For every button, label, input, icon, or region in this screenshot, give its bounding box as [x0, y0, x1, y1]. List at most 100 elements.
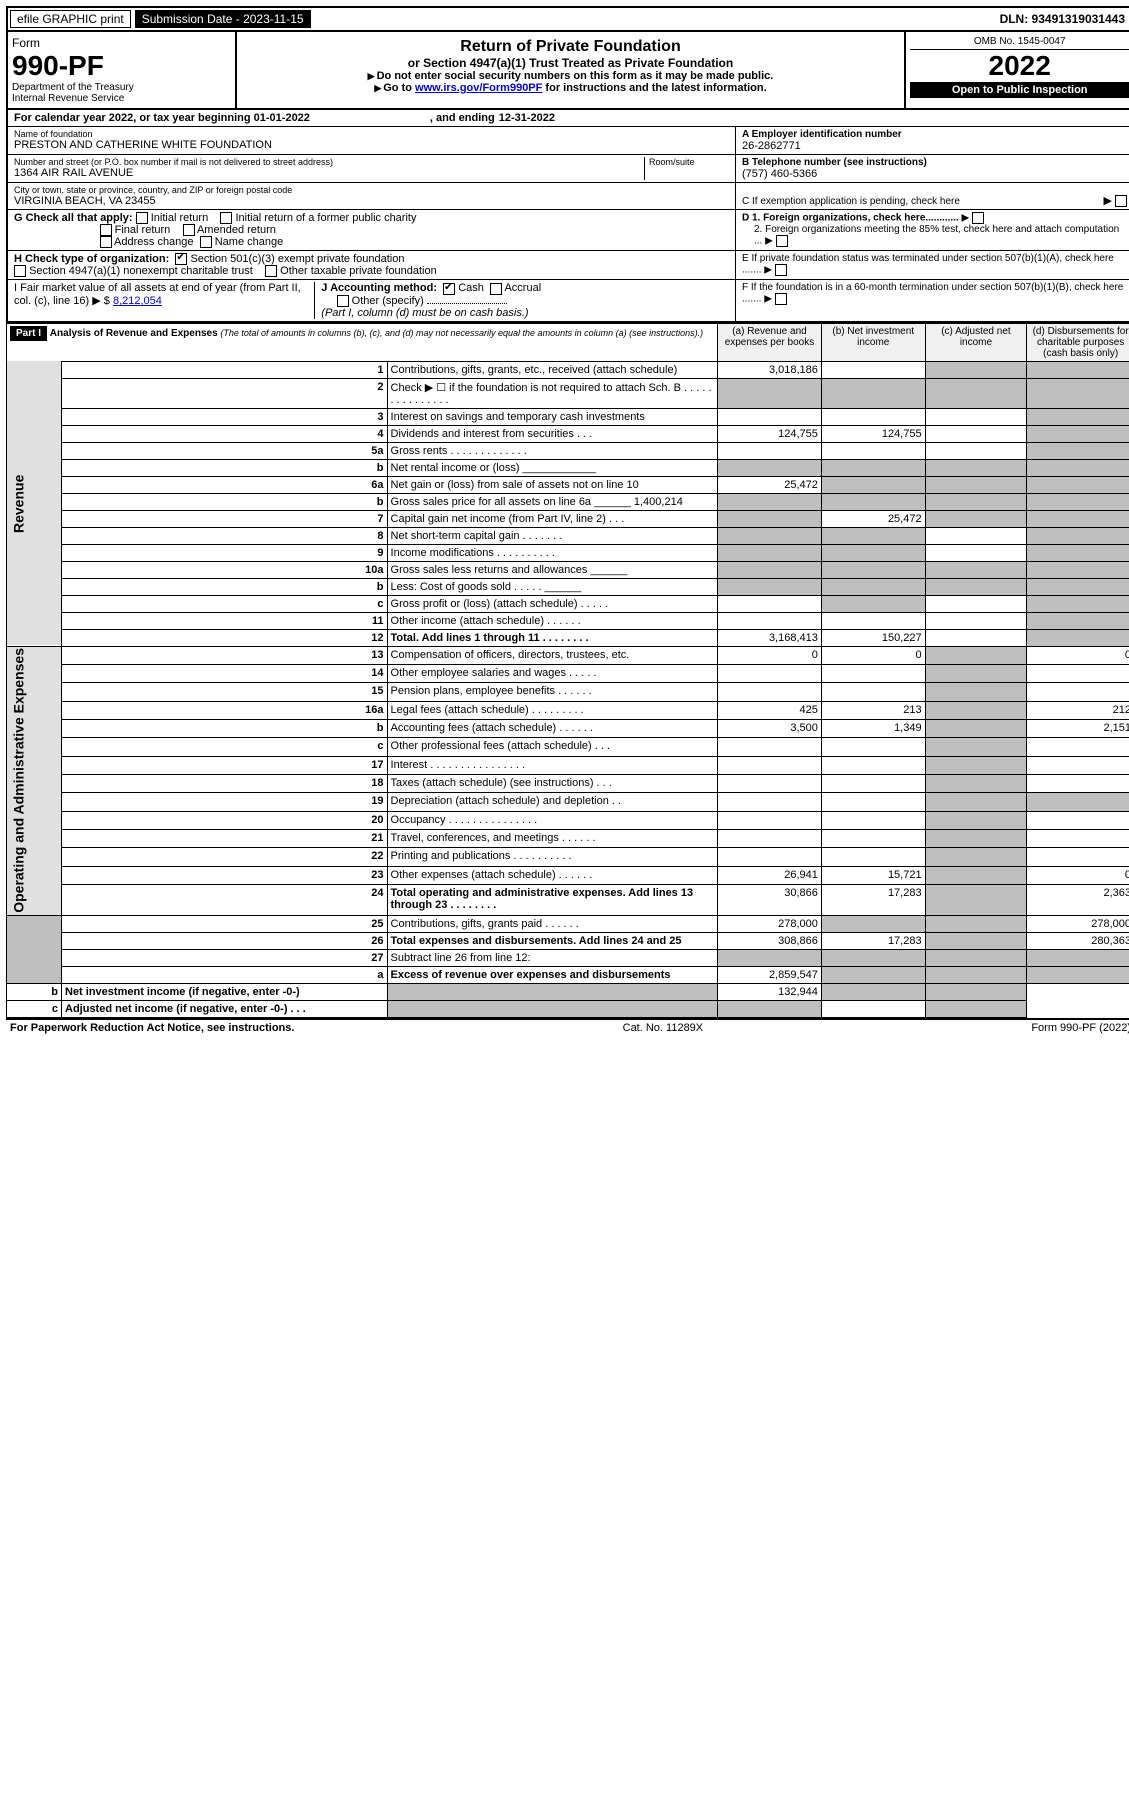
- line-description: Other income (attach schedule) . . . . .…: [387, 612, 718, 629]
- amount-cell: [925, 629, 1027, 646]
- amount-cell: [718, 510, 822, 527]
- room-suite-label: Room/suite: [644, 157, 729, 180]
- c-exemption-label: C If exemption application is pending, c…: [742, 196, 960, 207]
- line-number: 18: [62, 775, 388, 793]
- amount-cell: [1027, 950, 1129, 967]
- amount-cell: [821, 738, 925, 756]
- f-label: F If the foundation is in a 60-month ter…: [742, 282, 1123, 305]
- amount-cell: [1027, 510, 1129, 527]
- goto-pre: Go to: [374, 82, 415, 94]
- line-number: 3: [62, 408, 388, 425]
- f-cb[interactable]: [775, 293, 787, 305]
- line-description: Gross profit or (loss) (attach schedule)…: [387, 595, 718, 612]
- part1-sub: (The total of amounts in columns (b), (c…: [220, 328, 703, 338]
- amount-cell: [718, 578, 822, 595]
- cash-basis-note: (Part I, column (d) must be on cash basi…: [321, 307, 528, 319]
- line-description: Taxes (attach schedule) (see instruction…: [387, 775, 718, 793]
- d2-cb[interactable]: [776, 235, 788, 247]
- amount-cell: [821, 793, 925, 811]
- other-method-cb[interactable]: [337, 295, 349, 307]
- line-description: Compensation of officers, directors, tru…: [387, 646, 718, 664]
- d1-cb[interactable]: [972, 212, 984, 224]
- amount-cell: [718, 527, 822, 544]
- amount-cell: [925, 683, 1027, 701]
- form-title: Return of Private Foundation: [243, 38, 899, 56]
- line-number: 1: [62, 361, 388, 378]
- name-change-cb[interactable]: [200, 236, 212, 248]
- amount-cell: [1027, 378, 1129, 408]
- line-description: Excess of revenue over expenses and disb…: [387, 967, 718, 984]
- line-number: a: [62, 967, 388, 984]
- amount-cell: 25,472: [821, 510, 925, 527]
- fmv-link[interactable]: 8,212,054: [113, 295, 162, 307]
- line-number: 26: [62, 933, 388, 950]
- amount-cell: 3,168,413: [718, 629, 822, 646]
- initial-return-label: Initial return: [151, 212, 208, 224]
- line-description: Net rental income or (loss) ____________: [387, 459, 718, 476]
- line-description: Pension plans, employee benefits . . . .…: [387, 683, 718, 701]
- ending-label: , and ending: [430, 112, 495, 124]
- amount-cell: 425: [718, 701, 822, 719]
- amount-cell: [821, 830, 925, 848]
- amount-cell: [925, 578, 1027, 595]
- cash-cb[interactable]: [443, 283, 455, 295]
- amount-cell: [821, 950, 925, 967]
- line-number: b: [62, 459, 388, 476]
- other-taxable-label: Other taxable private foundation: [280, 265, 437, 277]
- amount-cell: [821, 811, 925, 829]
- amount-cell: [718, 561, 822, 578]
- other-taxable-cb[interactable]: [265, 265, 277, 277]
- amount-cell: [821, 612, 925, 629]
- amount-cell: 280,363: [1027, 933, 1129, 950]
- amount-cell: [925, 756, 1027, 774]
- addr-change-label: Address change: [114, 236, 194, 248]
- amount-cell: 17,283: [821, 885, 925, 916]
- amount-cell: [925, 950, 1027, 967]
- dept-treasury: Department of the Treasury: [12, 82, 231, 93]
- accrual-cb[interactable]: [490, 283, 502, 295]
- amount-cell: 124,755: [718, 425, 822, 442]
- amount-cell: [1027, 612, 1129, 629]
- initial-return-cb[interactable]: [136, 212, 148, 224]
- cash-label: Cash: [458, 282, 484, 294]
- amount-cell: [718, 811, 822, 829]
- amount-cell: [925, 510, 1027, 527]
- h-label: H Check type of organization:: [14, 253, 169, 265]
- omb-number: OMB No. 1545-0047: [910, 36, 1129, 50]
- form-ref: Form 990-PF (2022): [1031, 1022, 1129, 1034]
- amount-cell: [1027, 775, 1129, 793]
- addr-change-cb[interactable]: [100, 236, 112, 248]
- initial-former-cb[interactable]: [220, 212, 232, 224]
- header-top-bar: efile GRAPHIC print Submission Date - 20…: [8, 8, 1129, 30]
- d1-label: D 1. Foreign organizations, check here..…: [742, 213, 959, 224]
- amended-cb[interactable]: [183, 224, 195, 236]
- line-description: Gross rents . . . . . . . . . . . . .: [387, 442, 718, 459]
- line-number: 15: [62, 683, 388, 701]
- amount-cell: [387, 1001, 718, 1018]
- ein-label: A Employer identification number: [742, 129, 1127, 140]
- line-description: Contributions, gifts, grants paid . . . …: [387, 916, 718, 933]
- amount-cell: [718, 459, 822, 476]
- amount-cell: 17,283: [821, 933, 925, 950]
- line-number: 14: [62, 665, 388, 683]
- amount-cell: [718, 683, 822, 701]
- line-description: Travel, conferences, and meetings . . . …: [387, 830, 718, 848]
- amount-cell: [1027, 665, 1129, 683]
- amount-cell: [821, 683, 925, 701]
- col-c-header: (c) Adjusted net income: [925, 323, 1027, 361]
- amount-cell: 2,859,547: [718, 967, 822, 984]
- line-description: Depreciation (attach schedule) and deple…: [387, 793, 718, 811]
- j-label: J Accounting method:: [321, 282, 437, 294]
- irs: Internal Revenue Service: [12, 93, 231, 104]
- amount-cell: 212: [1027, 701, 1129, 719]
- c-checkbox[interactable]: [1115, 195, 1127, 207]
- e-cb[interactable]: [775, 264, 787, 276]
- final-return-cb[interactable]: [100, 224, 112, 236]
- calendar-year-text: For calendar year 2022, or tax year begi…: [14, 112, 310, 124]
- form990pf-link[interactable]: www.irs.gov/Form990PF: [415, 82, 542, 94]
- 501c3-cb[interactable]: [175, 253, 187, 265]
- paperwork-notice: For Paperwork Reduction Act Notice, see …: [10, 1022, 294, 1034]
- ending-date: 12-31-2022: [499, 112, 555, 124]
- 4947-cb[interactable]: [14, 265, 26, 277]
- amount-cell: [718, 595, 822, 612]
